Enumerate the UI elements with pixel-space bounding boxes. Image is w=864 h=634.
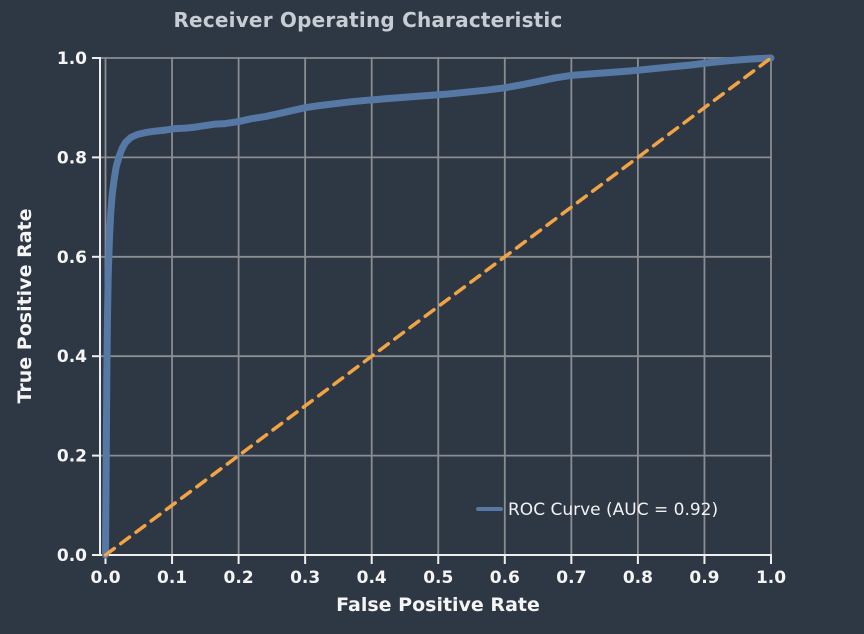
y-tick-label: 0.6 — [57, 248, 87, 268]
x-tick-label: 0.0 — [90, 568, 120, 588]
tick-labels: 0.0 0.1 0.2 0.3 0.4 0.5 0.6 0.7 0.8 0.9 1.0 0.0 0.2 0… — [57, 49, 786, 588]
y-tick-label: 0.2 — [57, 447, 87, 467]
x-tick-label: 0.1 — [157, 568, 187, 588]
y-axis-label: True Positive Rate — [14, 209, 36, 404]
x-axis-label: False Positive Rate — [336, 594, 540, 616]
axis-spines — [99, 57, 772, 556]
x-tick-label: 0.2 — [224, 568, 254, 588]
y-tick-label: 1.0 — [57, 49, 87, 69]
y-tick-label: 0.8 — [57, 148, 87, 168]
gridlines — [100, 57, 772, 555]
x-tick-label: 0.9 — [689, 568, 719, 588]
x-tick-label: 0.6 — [490, 568, 520, 588]
x-tick-label: 1.0 — [756, 568, 786, 588]
x-tick-label: 0.5 — [423, 568, 453, 588]
x-tick-label: 0.8 — [623, 568, 653, 588]
chart-title: Receiver Operating Characteristic — [173, 8, 562, 32]
chance-diagonal-line — [103, 56, 773, 557]
y-tick-label: 0.4 — [57, 347, 87, 367]
plot-series — [102, 54, 775, 559]
y-tick-label: 0.0 — [57, 546, 87, 566]
legend-label: ROC Curve (AUC = 0.92) — [508, 500, 718, 520]
roc-curve-line — [102, 54, 775, 559]
x-tick-label: 0.7 — [556, 568, 586, 588]
legend: ROC Curve (AUC = 0.92) — [476, 500, 718, 520]
x-tick-label: 0.3 — [290, 568, 320, 588]
x-tick-label: 0.4 — [357, 568, 387, 588]
